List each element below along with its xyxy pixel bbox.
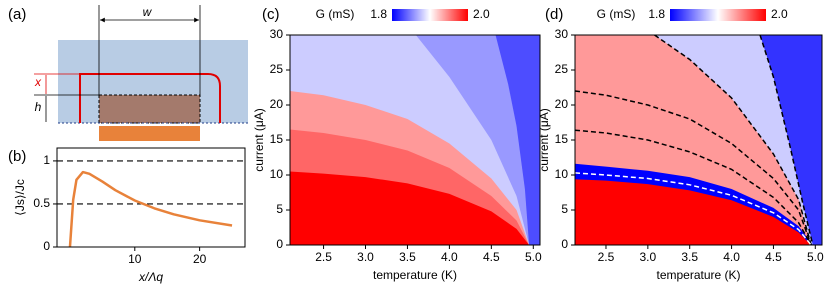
x-axis-label: temperature (K) bbox=[656, 268, 740, 282]
plot-frame bbox=[289, 34, 541, 246]
colorbar bbox=[670, 9, 766, 21]
panel-label: (b) bbox=[8, 148, 26, 165]
y-tick-label: 0 bbox=[561, 237, 568, 251]
plot-area bbox=[57, 160, 245, 247]
y-tick-label: 0 bbox=[43, 239, 50, 253]
y-tick-label: 0 bbox=[276, 237, 283, 251]
dashed-curve bbox=[654, 35, 812, 245]
y-tick-label: 5 bbox=[276, 202, 283, 216]
x-tick-label: 4.5 bbox=[483, 250, 500, 264]
x-axis-label: temperature (K) bbox=[373, 268, 457, 282]
y-axis-label: current (μA) bbox=[252, 108, 266, 172]
x-tick-label: 3.0 bbox=[640, 250, 657, 264]
y-tick-label: 25 bbox=[555, 62, 569, 76]
colorbar-tick-label: 2.0 bbox=[473, 7, 490, 21]
y-tick-label: 20 bbox=[555, 97, 569, 111]
x-tick-label: 3.5 bbox=[399, 250, 416, 264]
y-tick-label: 0.5 bbox=[33, 196, 50, 210]
colorbar-tick-label: 2.0 bbox=[771, 7, 788, 21]
diagram: (a) w x h bbox=[8, 5, 248, 141]
x-tick-label: 5.0 bbox=[807, 250, 824, 264]
current-path bbox=[79, 73, 221, 123]
y-tick-label: 10 bbox=[270, 167, 284, 181]
electrode bbox=[99, 126, 200, 141]
x-axis-label: x/Λq bbox=[138, 270, 163, 284]
x-tick-label: 20 bbox=[193, 252, 207, 266]
x-label: x bbox=[34, 75, 42, 89]
strip bbox=[98, 94, 201, 124]
dashed-curve bbox=[575, 129, 812, 245]
y-tick-label: 25 bbox=[270, 62, 284, 76]
plot-area bbox=[290, 35, 540, 245]
x-tick-label: 4.5 bbox=[765, 250, 782, 264]
plot-area bbox=[575, 35, 822, 245]
y-axis-label: ⟨Js⟩/Jc bbox=[13, 179, 27, 216]
x-tick-label: 4.0 bbox=[723, 250, 740, 264]
x-tick-label: 2.5 bbox=[315, 250, 332, 264]
colorbar-tick-label: 1.8 bbox=[370, 7, 387, 21]
level-region bbox=[575, 179, 812, 245]
y-tick-label: 15 bbox=[270, 132, 284, 146]
panel-label: (c) bbox=[262, 6, 280, 23]
colorbar bbox=[392, 9, 468, 21]
dashed-curve bbox=[575, 172, 812, 245]
x-tick-label: 3.0 bbox=[357, 250, 374, 264]
y-tick-label: 10 bbox=[555, 167, 569, 181]
h-label: h bbox=[35, 100, 42, 114]
x-tick-label: 3.5 bbox=[681, 250, 698, 264]
y-tick-label: 5 bbox=[561, 202, 568, 216]
x-tick-label: 4.0 bbox=[441, 250, 458, 264]
panel-label: (a) bbox=[8, 6, 26, 23]
y-tick-label: 30 bbox=[270, 27, 284, 41]
panel-label: (d) bbox=[545, 6, 563, 23]
colorbar-label: G (mS) bbox=[316, 7, 355, 21]
x-tick-label: 10 bbox=[128, 252, 142, 266]
y-axis-label: current (μA) bbox=[537, 108, 551, 172]
colorbar-label: G (mS) bbox=[597, 7, 636, 21]
plot-frame bbox=[56, 147, 246, 248]
dashed-curve bbox=[759, 35, 814, 245]
plot-frame bbox=[574, 34, 823, 246]
width-label: w bbox=[143, 5, 153, 19]
colorbar-tick-label: 1.8 bbox=[648, 7, 665, 21]
y-tick-label: 15 bbox=[555, 132, 569, 146]
y-tick-label: 1 bbox=[43, 153, 50, 167]
y-tick-label: 30 bbox=[555, 27, 569, 41]
x-tick-label: 5.0 bbox=[525, 250, 542, 264]
data-line bbox=[68, 170, 233, 247]
x-tick-label: 2.5 bbox=[598, 250, 615, 264]
level-region bbox=[290, 171, 530, 245]
y-tick-label: 20 bbox=[270, 97, 284, 111]
